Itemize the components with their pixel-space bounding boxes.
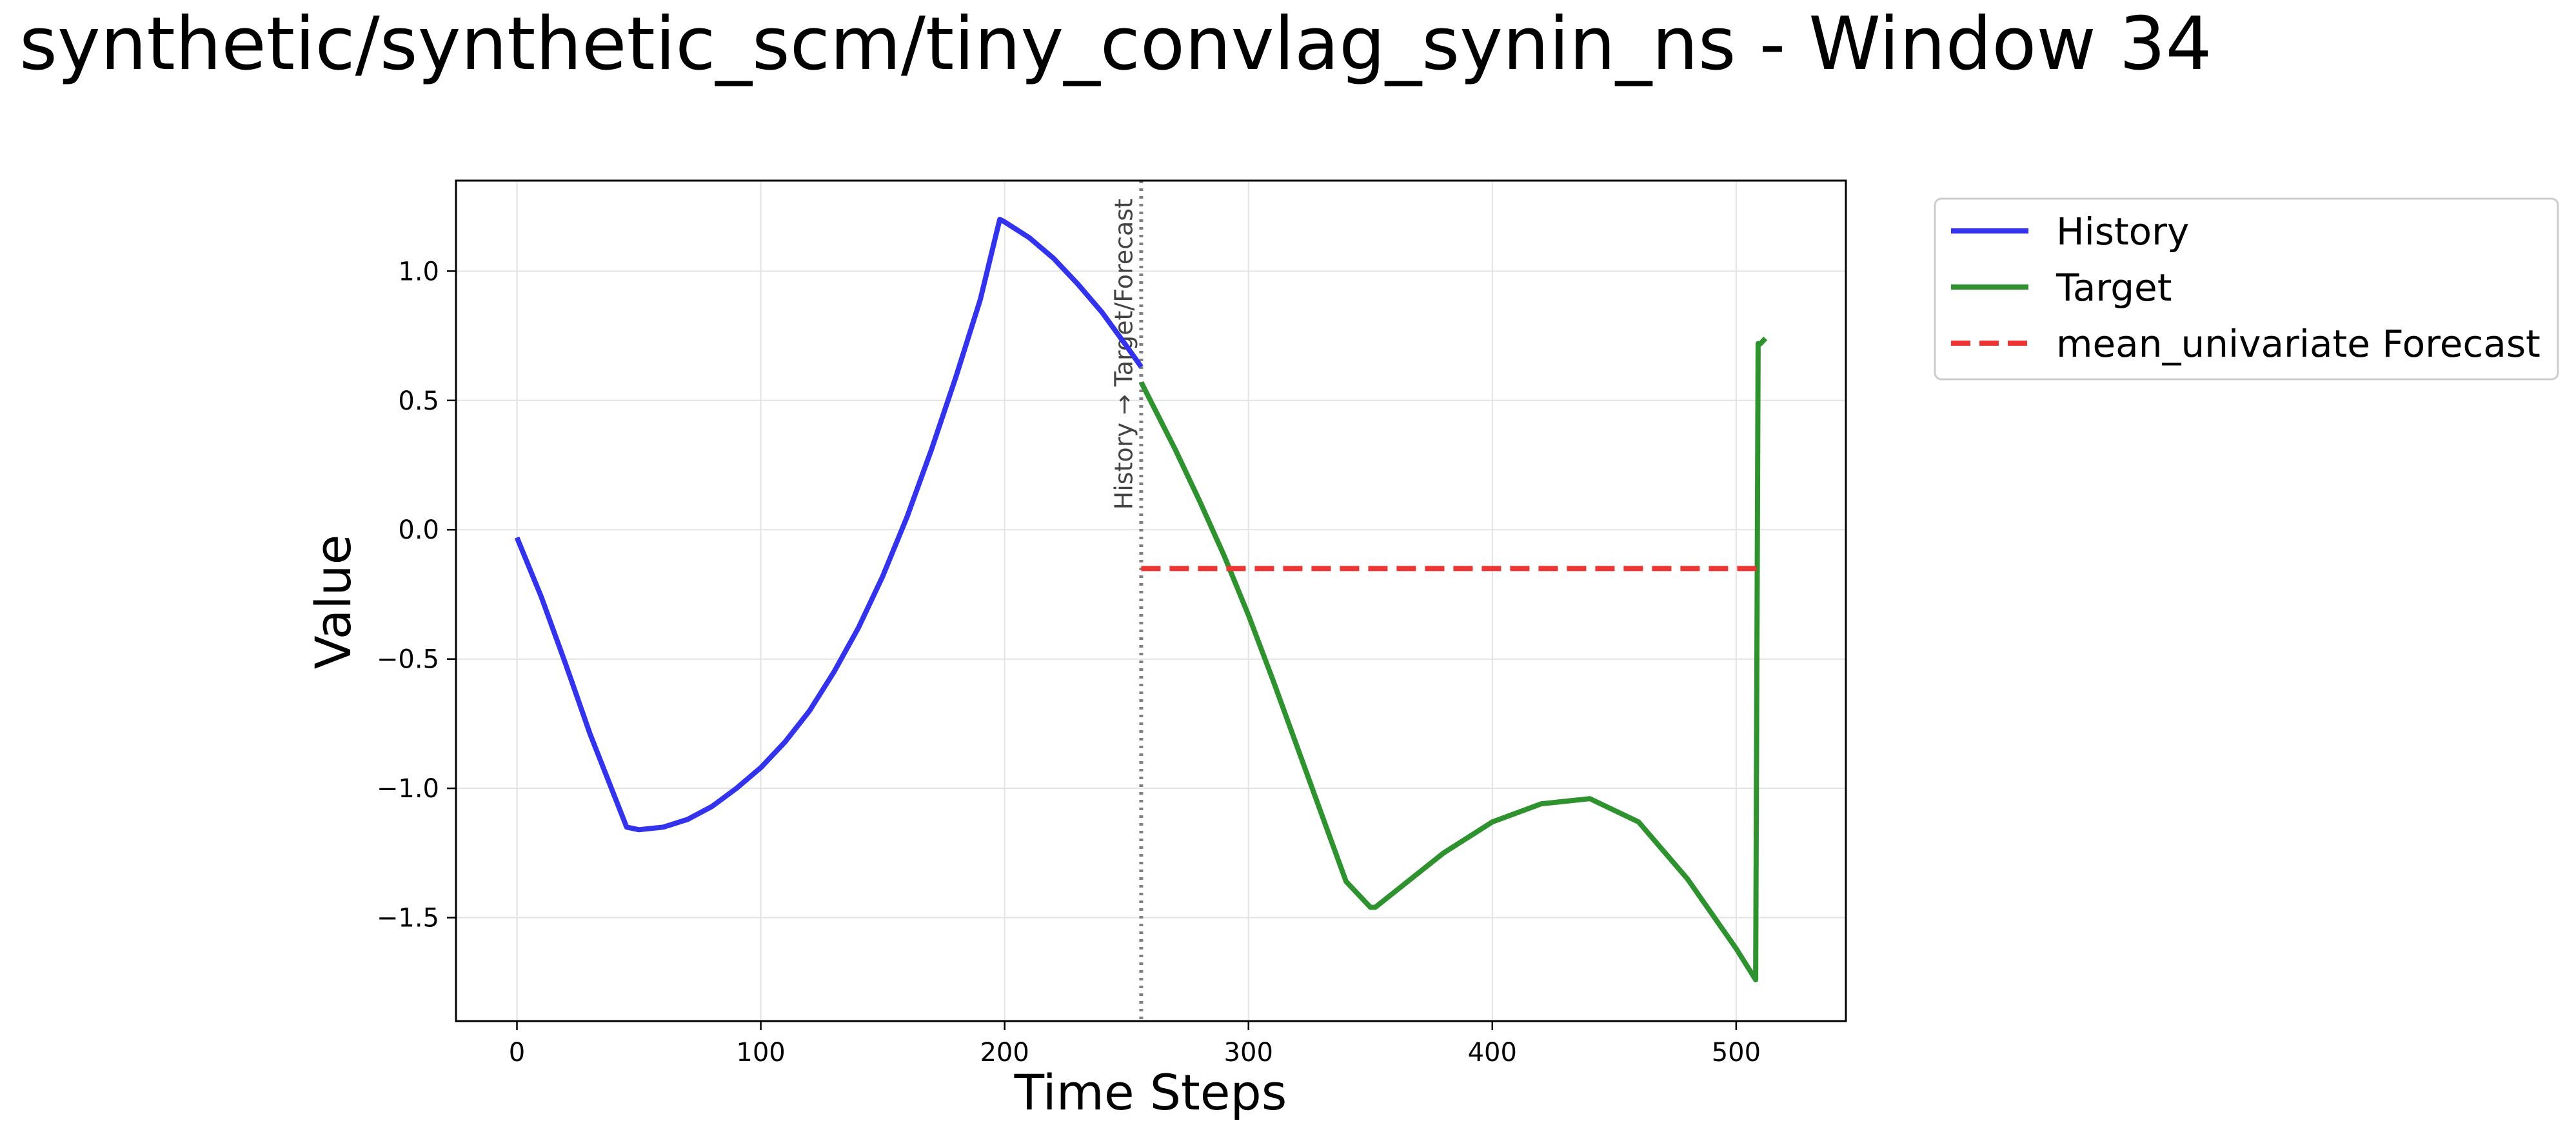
series-line-0 xyxy=(514,217,1144,833)
plot-area: History → Target/Forecast 0 100 200 300 400 5… xyxy=(377,179,1847,1068)
legend-items: History Target mean_univariate Forecast xyxy=(1951,210,2541,366)
legend-label: mean_univariate Forecast xyxy=(2056,322,2541,366)
y-tick-label: −1.5 xyxy=(377,904,439,933)
split-marker: History → Target/Forecast xyxy=(1109,181,1144,1021)
legend: History Target mean_univariate Forecast xyxy=(1934,197,2559,381)
series-layer xyxy=(514,217,1768,982)
y-tick-label: 1.0 xyxy=(398,257,439,286)
x-tick-label: 500 xyxy=(1712,1038,1761,1068)
legend-label: History xyxy=(2056,210,2189,253)
legend-box xyxy=(1934,197,2559,381)
y-tick-label: −1.0 xyxy=(377,774,439,804)
grid xyxy=(456,181,1846,1021)
y-axis-label: Value xyxy=(304,535,362,670)
y-tick-label: −0.5 xyxy=(377,645,439,675)
x-tick-label: 200 xyxy=(980,1038,1029,1068)
series-line-1 xyxy=(1138,336,1768,982)
axis-ticks: 0 100 200 300 400 500 1.0 0.5 0.0 −0.5 −1.0 −1.5 xyxy=(377,257,1761,1068)
x-axis-label: Time Steps xyxy=(1014,1064,1287,1121)
y-tick-label: 0.5 xyxy=(398,386,439,416)
x-tick-label: 100 xyxy=(736,1038,785,1068)
x-tick-label: 0 xyxy=(509,1038,525,1068)
x-tick-label: 300 xyxy=(1224,1038,1273,1068)
chart-title: synthetic/synthetic_scm/tiny_convlag_syn… xyxy=(19,1,2212,86)
plot-frame xyxy=(455,179,1847,1022)
x-tick-label: 400 xyxy=(1468,1038,1517,1068)
y-tick-label: 0.0 xyxy=(398,515,439,545)
legend-label: Target xyxy=(2056,266,2172,310)
